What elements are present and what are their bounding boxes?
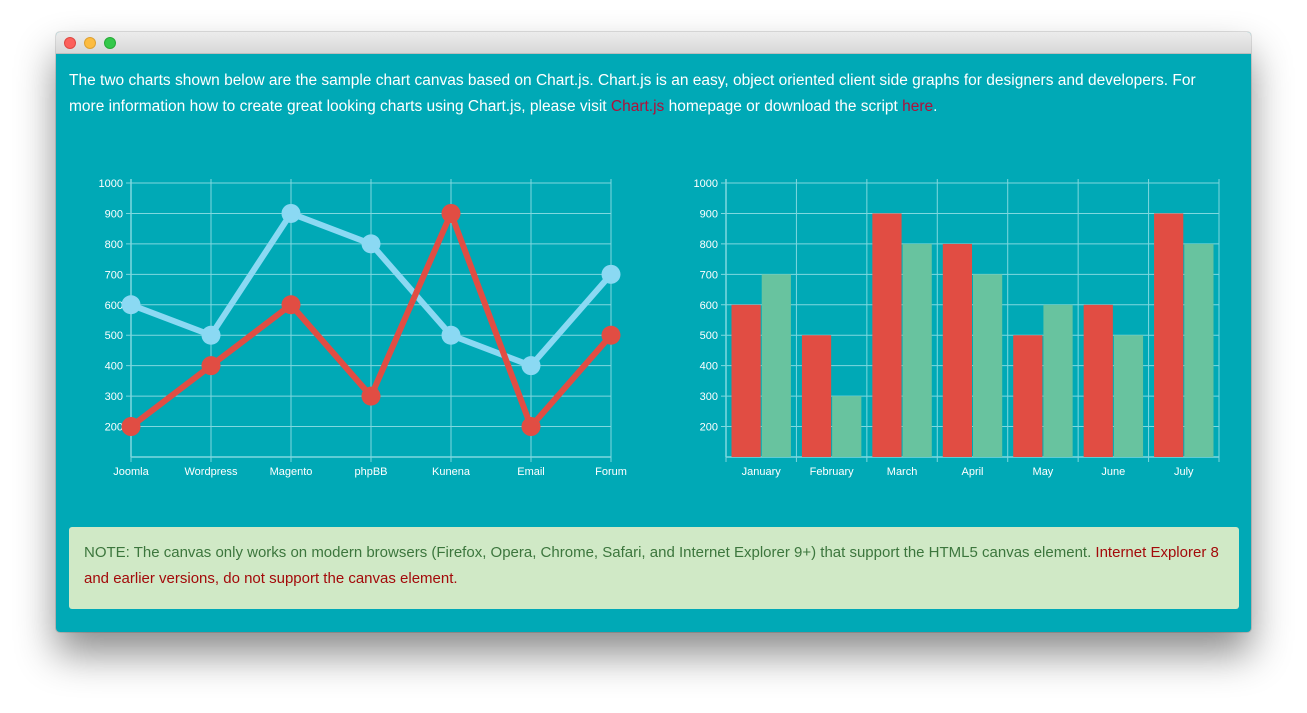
data-point	[441, 203, 461, 223]
download-here-link[interactable]: here	[902, 98, 934, 115]
note-warning-text: Internet Explorer 8 and earlier versions…	[84, 544, 1219, 587]
y-tick-label: 1000	[99, 178, 123, 190]
data-point	[601, 325, 621, 345]
data-point	[361, 234, 381, 254]
bar	[731, 304, 761, 457]
x-tick-label: July	[1174, 466, 1194, 478]
data-point	[201, 325, 221, 345]
data-point	[281, 203, 301, 223]
zoom-window-button[interactable]	[104, 37, 116, 49]
x-tick-label: April	[961, 466, 983, 478]
intro-text-part3: .	[933, 98, 938, 115]
y-tick-label: 900	[105, 208, 123, 220]
y-tick-label: 400	[105, 361, 123, 373]
x-tick-label: Email	[517, 466, 545, 478]
data-point	[441, 325, 461, 345]
data-point	[361, 386, 381, 406]
bar	[872, 213, 902, 457]
bar	[1184, 243, 1214, 457]
intro-text-part2: homepage or download the script	[664, 98, 903, 115]
intro-paragraph: The two charts shown below are the sampl…	[69, 68, 1229, 120]
bar	[942, 243, 972, 457]
y-tick-label: 500	[700, 330, 718, 342]
window-titlebar	[56, 32, 1251, 54]
x-tick-label: phpBB	[354, 466, 387, 478]
x-tick-label: Wordpress	[185, 466, 238, 478]
browser-window: The two charts shown below are the sampl…	[56, 32, 1251, 632]
x-tick-label: Forum	[595, 466, 627, 478]
y-tick-label: 600	[105, 300, 123, 312]
bar	[832, 396, 862, 457]
x-tick-label: February	[810, 466, 855, 478]
close-window-button[interactable]	[64, 37, 76, 49]
line-chart-canvas: 200 300 400 500 600 700 800 900 1000 Joomla Wordpr…	[99, 178, 627, 478]
y-tick-label: 500	[105, 330, 123, 342]
y-tick-label: 800	[105, 239, 123, 251]
intro-text-part1: The two charts shown below are the sampl…	[69, 72, 1196, 115]
y-tick-label: 900	[700, 208, 718, 220]
data-point	[521, 356, 541, 376]
x-tick-label: May	[1033, 466, 1054, 478]
y-tick-label: 700	[700, 269, 718, 281]
data-point	[201, 356, 221, 376]
bar	[1013, 335, 1043, 457]
x-tick-label: Joomla	[113, 466, 149, 478]
y-tick-label: 300	[105, 391, 123, 403]
chartjs-link[interactable]: Chart.js	[610, 98, 665, 115]
bar-chart: 200 300 400 500 600 700 800 900 1000 January Febru…	[681, 172, 1236, 487]
y-tick-label: 200	[700, 422, 718, 434]
x-tick-label: Kunena	[432, 466, 471, 478]
bar	[801, 335, 832, 457]
x-tick-label: March	[887, 466, 918, 478]
y-tick-label: 400	[700, 361, 718, 373]
y-tick-label: 800	[700, 239, 718, 251]
minimize-window-button[interactable]	[84, 37, 96, 49]
bar	[1083, 304, 1113, 457]
data-point	[601, 264, 621, 284]
y-tick-label: 300	[700, 391, 718, 403]
data-point	[281, 295, 301, 315]
bar	[1154, 213, 1184, 457]
bar	[761, 274, 791, 457]
browser-support-note: NOTE: The canvas only works on modern br…	[69, 527, 1239, 609]
x-tick-label: June	[1101, 466, 1125, 478]
data-point	[121, 295, 141, 315]
bar	[973, 274, 1003, 457]
x-tick-label: January	[742, 466, 782, 478]
data-point	[121, 417, 141, 437]
line-chart: 200 300 400 500 600 700 800 900 1000 Joomla Wordpr…	[86, 172, 651, 487]
y-tick-label: 200	[105, 422, 123, 434]
x-tick-label: Magento	[270, 466, 313, 478]
y-tick-label: 700	[105, 269, 123, 281]
bar-chart-canvas: 200 300 400 500 600 700 800 900 1000 January Febru…	[694, 178, 1220, 478]
bar	[1043, 304, 1073, 457]
note-text: NOTE: The canvas only works on modern br…	[84, 544, 1096, 561]
bar	[1113, 335, 1144, 457]
y-tick-label: 1000	[694, 178, 718, 190]
y-tick-label: 600	[700, 300, 718, 312]
data-point	[521, 417, 541, 437]
bar	[902, 243, 932, 457]
